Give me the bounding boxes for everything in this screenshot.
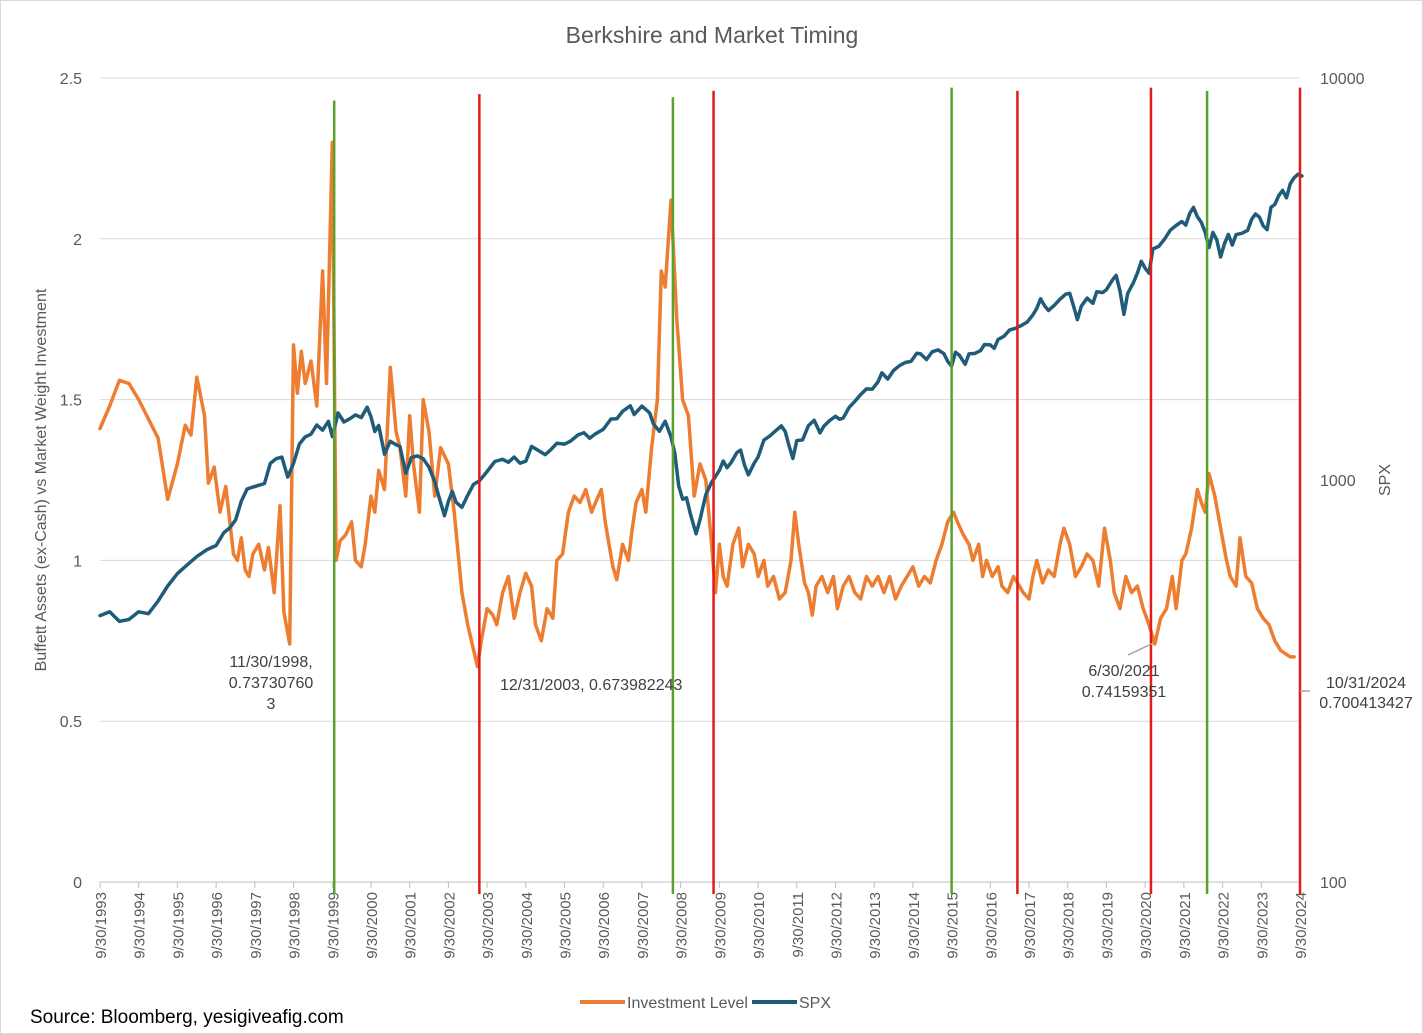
legend-label-investment: Investment Level [627,995,748,1012]
x-tick-label: 9/30/2015 [945,892,962,959]
x-axis-ticks: 9/30/1993 9/30/1994 9/30/1995 9/30/1996 9/30… [93,882,1310,959]
x-tick-label: 9/30/2005 [558,892,575,959]
y2-tick-label: 10000 [1320,71,1365,88]
x-tick-label: 9/30/2018 [1061,892,1078,959]
annotation-label: 10/31/2024 [1326,675,1406,692]
x-tick-label: 9/30/2022 [1216,892,1233,959]
x-tick-label: 9/30/2013 [867,892,884,959]
x-tick-label: 9/30/2003 [480,892,497,959]
x-tick-label: 9/30/1996 [209,892,226,959]
y2-tick-label: 100 [1320,875,1347,892]
annotation-label: 6/30/2021 [1088,663,1159,680]
annotation-label: 0.73730760 [229,675,314,692]
y2-tick-label: 1000 [1320,473,1356,490]
gridlines [100,77,1300,883]
y-tick-label: 2 [73,232,82,249]
y-tick-label: 0.5 [60,714,82,731]
y-axis-label: Buffett Assets (ex-Cash) vs Market Weigh… [33,288,50,671]
source-note: Source: Bloomberg, yesigiveafig.com [30,1007,344,1028]
annotation-label: 12/31/2003, 0.673982243 [500,677,683,694]
x-tick-label: 9/30/2002 [441,892,458,959]
x-tick-label: 9/30/1997 [248,892,265,959]
y-tick-label: 0 [73,875,82,892]
investment-level-line [98,140,1296,669]
x-tick-label: 9/30/1995 [170,892,187,959]
x-tick-label: 9/30/1994 [132,892,149,959]
x-tick-label: 9/30/2001 [403,892,420,959]
x-tick-label: 9/30/2017 [1022,892,1039,959]
x-tick-label: 9/30/2006 [596,892,613,959]
annotation-label: 0.74159351 [1082,684,1167,701]
x-tick-label: 9/30/2020 [1138,892,1155,959]
annotation-leader [1127,642,1154,656]
x-tick-label: 9/30/2016 [983,892,1000,959]
x-tick-label: 9/30/2019 [1099,892,1116,959]
y2-axis-label: SPX [1377,464,1394,496]
x-tick-label: 9/30/2024 [1293,892,1310,959]
timing-lines [332,87,1302,894]
chart-title: Berkshire and Market Timing [566,22,859,48]
x-tick-label: 9/30/2012 [828,892,845,959]
x-tick-label: 9/30/1999 [325,892,342,959]
spx-line [98,172,1304,624]
x-tick-label: 9/30/1993 [93,892,110,959]
x-tick-label: 9/30/2021 [1177,892,1194,959]
y2-axis-ticks: 100 1000 10000 [1320,71,1365,892]
x-tick-label: 9/30/2014 [906,892,923,959]
legend: Investment Level SPX [580,995,831,1012]
x-tick-label: 9/30/2004 [519,892,536,959]
y-tick-label: 2.5 [60,71,82,88]
y-tick-label: 1 [73,553,82,570]
x-tick-label: 9/30/2007 [635,892,652,959]
annotation-label: 0.700413427 [1319,695,1413,712]
x-tick-label: 9/30/2010 [751,892,768,959]
data-annotations: 11/30/1998, 0.73730760 3 12/31/2003, 0.6739… [229,642,1413,713]
x-tick-label: 9/30/2008 [674,892,691,959]
x-tick-label: 9/30/2000 [364,892,381,959]
legend-label-spx: SPX [799,995,831,1012]
series-group [98,140,1304,669]
x-tick-label: 9/30/2011 [790,892,807,958]
y-tick-label: 1.5 [60,393,82,410]
annotation-label: 3 [267,696,276,713]
y-axis-ticks: 0 0.5 1 1.5 2 2.5 [60,71,82,892]
x-tick-label: 9/30/2009 [712,892,729,959]
x-tick-label: 9/30/1998 [287,892,304,959]
x-tick-label: 9/30/2023 [1254,892,1271,959]
annotation-label: 11/30/1998, [229,654,312,671]
